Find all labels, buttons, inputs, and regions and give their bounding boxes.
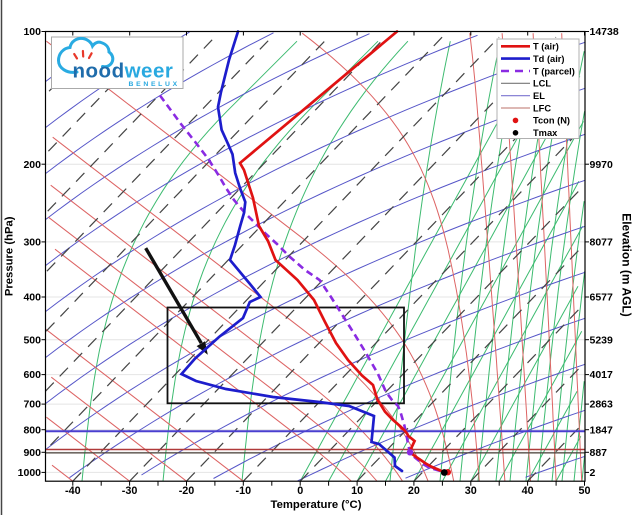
svg-text:50: 50 bbox=[578, 485, 590, 497]
svg-text:Temperature (°C): Temperature (°C) bbox=[271, 499, 362, 511]
svg-text:900: 900 bbox=[23, 447, 41, 459]
svg-text:2863: 2863 bbox=[590, 399, 614, 411]
svg-text:Elevation (m AGL): Elevation (m AGL) bbox=[620, 213, 634, 317]
svg-text:300: 300 bbox=[23, 237, 41, 249]
svg-text:6577: 6577 bbox=[590, 292, 614, 304]
svg-text:100: 100 bbox=[23, 26, 41, 38]
svg-text:EL: EL bbox=[533, 91, 545, 101]
svg-text:LFC: LFC bbox=[533, 103, 551, 113]
svg-text:9970: 9970 bbox=[590, 159, 614, 171]
svg-text:-40: -40 bbox=[65, 485, 81, 497]
svg-text:noodweer: noodweer bbox=[73, 60, 174, 83]
svg-text:T (air): T (air) bbox=[533, 42, 559, 52]
svg-text:Tcon (N): Tcon (N) bbox=[533, 116, 570, 126]
svg-text:30: 30 bbox=[465, 485, 477, 497]
svg-text:600: 600 bbox=[23, 369, 41, 381]
svg-text:Td (air): Td (air) bbox=[533, 54, 565, 64]
svg-text:400: 400 bbox=[23, 292, 41, 304]
svg-text:-30: -30 bbox=[122, 485, 138, 497]
svg-text:2: 2 bbox=[590, 467, 596, 479]
svg-text:5239: 5239 bbox=[590, 334, 614, 346]
svg-text:10: 10 bbox=[351, 485, 363, 497]
svg-text:0: 0 bbox=[297, 485, 303, 497]
svg-text:200: 200 bbox=[23, 159, 41, 171]
svg-text:40: 40 bbox=[522, 485, 534, 497]
svg-text:-20: -20 bbox=[179, 485, 195, 497]
svg-text:BENELUX: BENELUX bbox=[129, 81, 180, 88]
svg-text:Pressure (hPa): Pressure (hPa) bbox=[4, 216, 16, 296]
svg-text:887: 887 bbox=[590, 447, 608, 459]
svg-text:T (parcel): T (parcel) bbox=[533, 66, 575, 76]
svg-text:800: 800 bbox=[23, 424, 41, 436]
svg-text:1847: 1847 bbox=[590, 424, 614, 436]
svg-text:-10: -10 bbox=[235, 485, 251, 497]
svg-text:4017: 4017 bbox=[590, 369, 614, 381]
svg-text:500: 500 bbox=[23, 334, 41, 346]
svg-text:14738: 14738 bbox=[590, 26, 619, 38]
svg-text:1000: 1000 bbox=[18, 467, 42, 479]
svg-text:LCL: LCL bbox=[533, 79, 551, 89]
svg-text:700: 700 bbox=[23, 399, 41, 411]
svg-text:8077: 8077 bbox=[590, 237, 614, 249]
svg-text:20: 20 bbox=[408, 485, 420, 497]
svg-text:Tmax: Tmax bbox=[533, 128, 558, 138]
